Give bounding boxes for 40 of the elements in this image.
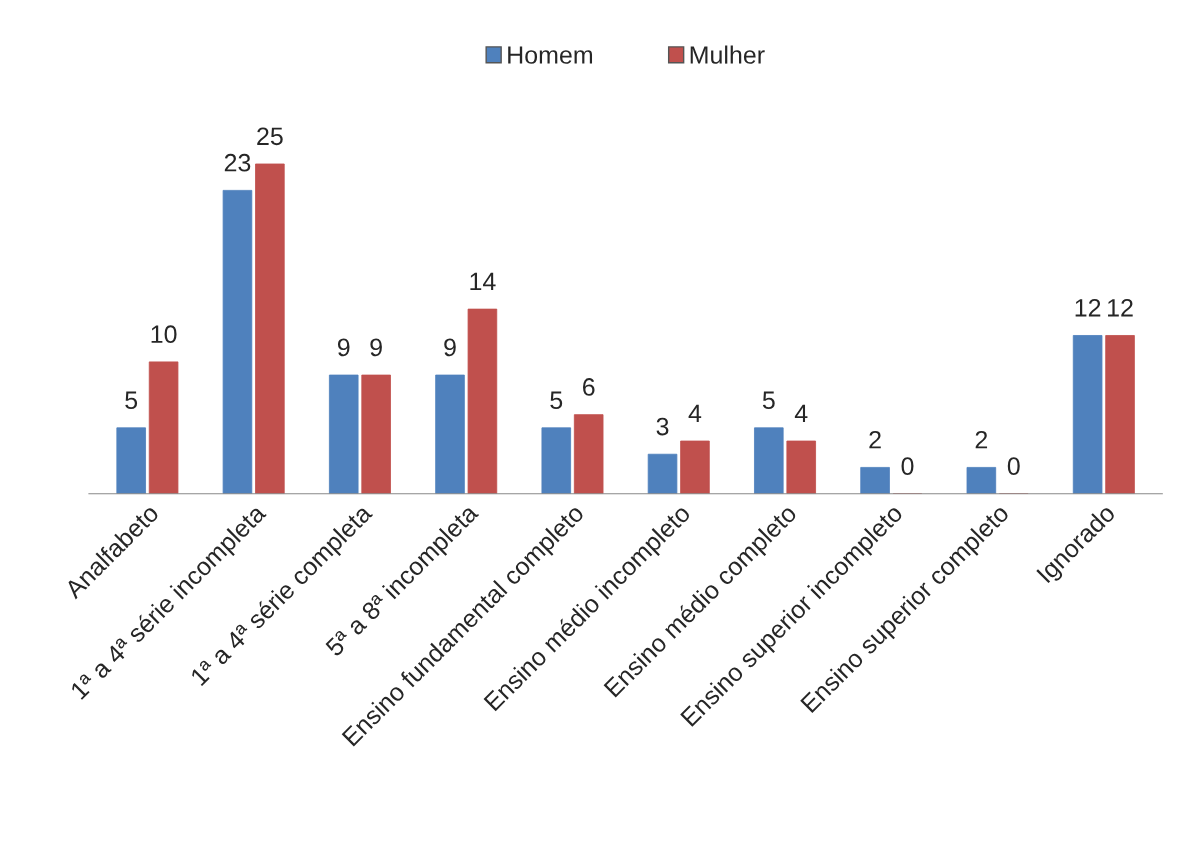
bar bbox=[786, 440, 816, 494]
bar bbox=[680, 440, 710, 494]
data-label: 23 bbox=[224, 153, 251, 172]
data-label: 2 bbox=[869, 430, 881, 449]
data-label: 9 bbox=[444, 338, 456, 357]
bar bbox=[255, 163, 285, 494]
data-label: 5 bbox=[762, 391, 775, 410]
bar bbox=[222, 189, 253, 494]
bar bbox=[1105, 335, 1135, 494]
bar bbox=[541, 427, 572, 494]
data-label: 14 bbox=[470, 272, 496, 291]
data-label: 6 bbox=[583, 378, 595, 396]
data-label: 5 bbox=[550, 391, 563, 410]
bar bbox=[647, 453, 678, 494]
data-label: 9 bbox=[337, 338, 350, 357]
bar bbox=[148, 361, 179, 494]
bar bbox=[860, 467, 890, 494]
bar bbox=[361, 374, 391, 494]
data-label: 4 bbox=[794, 404, 808, 422]
data-label: 10 bbox=[151, 325, 177, 344]
bar bbox=[966, 467, 997, 494]
data-label: 2 bbox=[975, 430, 988, 449]
legend-label: Homem bbox=[508, 46, 593, 64]
data-label: 5 bbox=[125, 391, 138, 410]
data-label: 0 bbox=[1007, 457, 1020, 475]
bar bbox=[754, 427, 784, 494]
bar bbox=[116, 427, 146, 494]
bar bbox=[328, 374, 359, 494]
bar bbox=[435, 374, 465, 494]
bar bbox=[467, 308, 498, 494]
data-label: 25 bbox=[257, 127, 283, 146]
bar bbox=[1072, 335, 1103, 494]
bar bbox=[573, 414, 604, 494]
data-label: 12 bbox=[1108, 298, 1133, 317]
data-label: 4 bbox=[688, 404, 702, 422]
legend-label: Mulher bbox=[690, 45, 765, 64]
data-label: 3 bbox=[656, 417, 669, 436]
data-label: 12 bbox=[1075, 298, 1101, 317]
data-label: 9 bbox=[370, 338, 382, 357]
data-label: 0 bbox=[901, 457, 914, 475]
